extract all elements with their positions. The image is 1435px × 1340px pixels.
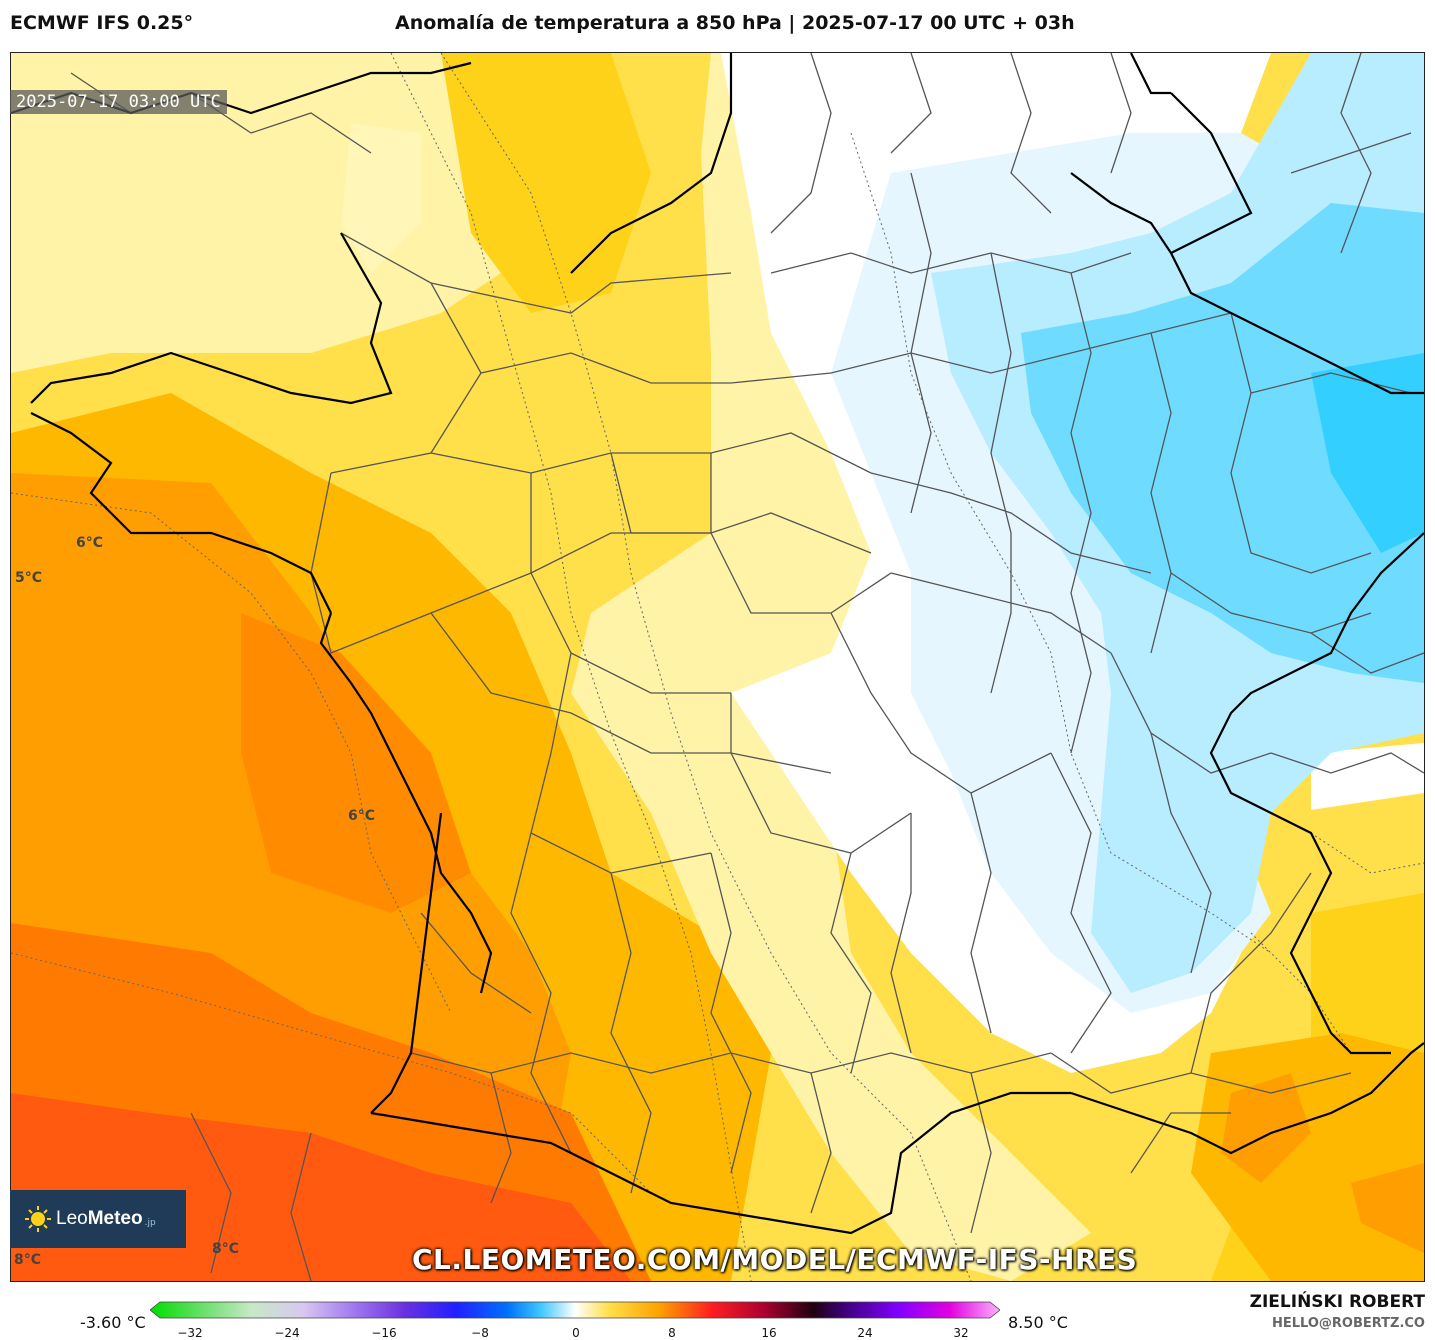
model-name: ECMWF IFS 0.25° xyxy=(10,12,194,34)
colorbar-max-label: 8.50 °C xyxy=(1008,1313,1068,1332)
logo-suffix: .jp xyxy=(144,1218,156,1228)
coastlines-and-borders xyxy=(11,53,1424,1235)
contour-label: 5°C xyxy=(15,570,43,586)
colorbar-tick: −16 xyxy=(371,1326,397,1340)
anomaly-zone-cyan xyxy=(1311,353,1424,553)
colorbar-tick: 32 xyxy=(953,1326,969,1340)
colorbar-tick: −24 xyxy=(274,1326,300,1340)
colorbar-min-label: -3.60 °C xyxy=(80,1313,146,1332)
sun-icon xyxy=(24,1205,52,1233)
map-area xyxy=(10,52,1425,1282)
contour-label: 6°C xyxy=(76,535,104,551)
colorbar xyxy=(150,1301,1000,1319)
colorbar-tick: −8 xyxy=(471,1326,489,1340)
colorbar-tick: −32 xyxy=(177,1326,203,1340)
colorbar-tick: 0 xyxy=(572,1326,580,1340)
colorbar-tick: 8 xyxy=(668,1326,676,1340)
contour-label: 6°C xyxy=(348,808,376,824)
colorbar-tick: 16 xyxy=(761,1326,777,1340)
logo-bold: Meteo xyxy=(87,1208,143,1229)
chart-title: Anomalía de temperatura a 850 hPa | 2025… xyxy=(395,12,1075,34)
timestamp-badge: 2025-07-17 03:00 UTC xyxy=(10,90,227,114)
author-email[interactable]: HELLO@ROBERTZ.CO xyxy=(1271,1316,1425,1331)
source-url[interactable]: CL.LEOMETEO.COM/MODEL/ECMWF-IFS-HRES xyxy=(412,1243,1138,1276)
author-name: ZIELIŃSKI ROBERT xyxy=(1249,1292,1425,1312)
leometeo-logo[interactable]: LeoMeteo .jp xyxy=(10,1190,186,1248)
logo-text: Leo xyxy=(56,1208,88,1229)
contour-label: 8°C xyxy=(14,1252,42,1268)
anomaly-zone-sky-blue xyxy=(1021,203,1424,683)
contour-label: 8°C xyxy=(212,1241,240,1257)
department-borders xyxy=(70,53,1424,1281)
anomaly-contours xyxy=(11,53,1424,1281)
colorbar-tick: 24 xyxy=(857,1326,873,1340)
